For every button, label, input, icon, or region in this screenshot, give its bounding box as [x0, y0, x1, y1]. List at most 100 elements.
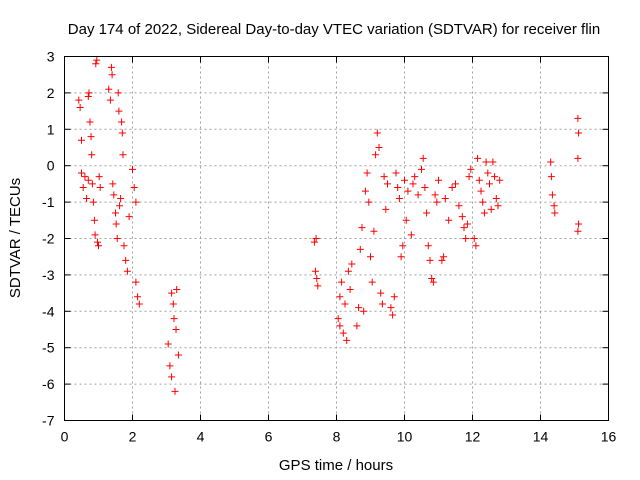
x-tick-label: 8 [333, 429, 341, 445]
x-tick-label: 10 [397, 429, 413, 445]
data-point [387, 304, 395, 312]
data-point [76, 103, 84, 111]
data-point [135, 300, 143, 308]
y-tick-label: 2 [47, 85, 55, 101]
grid [64, 56, 609, 421]
data-point [118, 118, 126, 126]
data-point [547, 158, 555, 166]
data-point [93, 56, 101, 64]
data-point [373, 129, 381, 137]
data-point [117, 194, 125, 202]
data-point [355, 304, 363, 312]
data-point [429, 278, 437, 286]
data-point [363, 169, 371, 177]
data-point [358, 224, 366, 232]
data-point [168, 289, 176, 297]
data-point [108, 71, 116, 79]
data-point [353, 322, 361, 330]
data-point [574, 154, 582, 162]
data-point [84, 93, 92, 101]
data-point [496, 176, 504, 184]
data-point [380, 173, 388, 181]
data-point [314, 282, 322, 290]
data-point [377, 289, 385, 297]
data-point [119, 151, 127, 159]
data-point [475, 176, 483, 184]
data-point [482, 158, 490, 166]
data-point [92, 60, 100, 68]
data-point [343, 336, 351, 344]
y-tick-label: -1 [42, 194, 55, 210]
data-point [95, 242, 102, 250]
data-point [88, 151, 96, 159]
data-point [112, 209, 119, 217]
data-point [365, 198, 373, 206]
data-point [170, 315, 178, 323]
data-point [394, 184, 402, 192]
data-point [174, 351, 182, 359]
data-point [431, 191, 439, 199]
data-point [313, 275, 321, 283]
data-point [575, 129, 583, 137]
data-point [477, 187, 485, 195]
data-point [384, 180, 391, 188]
data-point [574, 114, 582, 122]
data-point [344, 267, 352, 275]
data-point [168, 373, 176, 381]
data-point [465, 173, 473, 181]
data-point [375, 144, 383, 151]
x-tick-label: 16 [601, 429, 617, 445]
data-point [390, 293, 398, 301]
data-point [356, 245, 364, 253]
data-point [392, 169, 400, 177]
data-point [338, 278, 346, 286]
data-point [166, 362, 174, 370]
data-point [96, 184, 104, 192]
data-point [401, 176, 408, 184]
data-point [467, 165, 475, 173]
data-point [368, 278, 376, 286]
data-point [75, 96, 83, 104]
data-point [494, 202, 502, 210]
y-tick-label: -6 [42, 376, 55, 392]
data-point [122, 256, 130, 264]
x-tick-label: 12 [465, 429, 481, 445]
data-point [134, 293, 142, 301]
data-point [93, 238, 101, 246]
data-point [550, 202, 558, 210]
data-point [404, 187, 412, 195]
data-point [334, 315, 342, 323]
data-point [551, 209, 559, 217]
data-point [460, 224, 468, 232]
data-point [164, 340, 172, 348]
data-point [171, 387, 179, 395]
data-point [479, 198, 487, 206]
y-tick-label: 1 [47, 121, 55, 137]
data-point [448, 184, 456, 192]
y-tick-label: -3 [42, 267, 55, 283]
data-point [409, 180, 417, 188]
data-point [440, 253, 448, 261]
data-point [441, 194, 449, 202]
data-point [480, 209, 488, 217]
data-point [348, 260, 356, 268]
data-point [486, 180, 493, 188]
data-point [312, 235, 320, 242]
data-point [424, 242, 432, 250]
data-point [123, 267, 131, 275]
data-point [87, 133, 95, 141]
data-point [462, 235, 470, 242]
data-point [78, 169, 85, 177]
data-point [341, 300, 349, 308]
data-point [378, 300, 386, 308]
data-point [548, 191, 556, 199]
data-point [311, 267, 319, 275]
data-point [169, 300, 177, 308]
data-point [492, 194, 500, 202]
data-point [433, 198, 441, 206]
data-point [458, 213, 466, 221]
y-tick-label: -5 [42, 340, 55, 356]
data-point [129, 165, 136, 173]
data-point [438, 256, 446, 264]
